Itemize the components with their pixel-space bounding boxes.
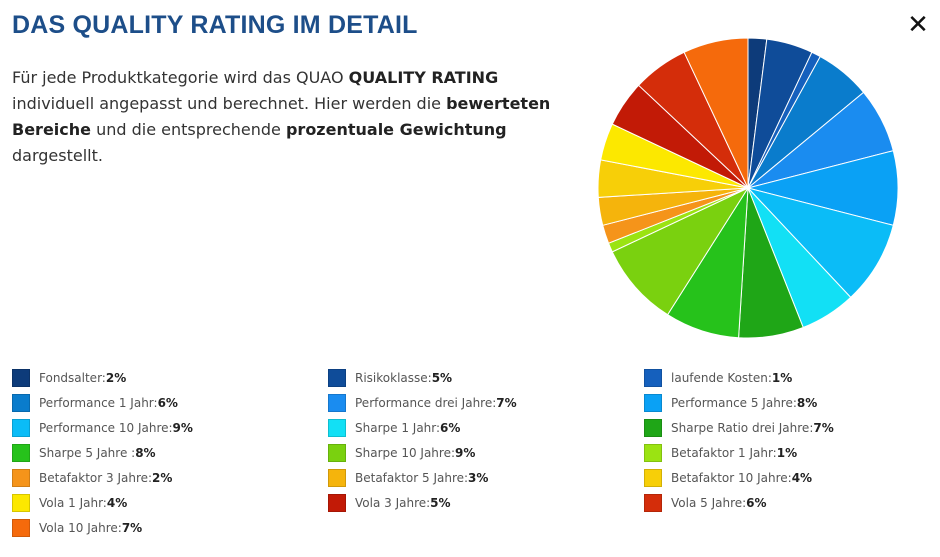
legend-item: Sharpe 1 Jahr: 6%	[328, 418, 460, 438]
page-title: DAS QUALITY RATING IM DETAIL	[12, 11, 418, 39]
legend-item: Performance 1 Jahr: 6%	[12, 393, 178, 413]
pie-slice	[746, 187, 894, 299]
legend-label: Betafaktor 3 Jahre:	[39, 471, 153, 485]
legend-item: Sharpe 5 Jahre : 8%	[12, 443, 156, 463]
legend-swatch	[12, 494, 30, 512]
legend-item: Performance drei Jahre: 7%	[328, 393, 517, 413]
legend-label: Vola 1 Jahr:	[39, 496, 107, 510]
legend-percent: 3%	[468, 471, 489, 485]
legend-percent: 2%	[152, 471, 173, 485]
legend-label: Vola 5 Jahre:	[671, 496, 747, 510]
legend-swatch	[644, 444, 662, 462]
legend-swatch	[328, 494, 346, 512]
legend-percent: 6%	[746, 496, 767, 510]
legend-percent: 9%	[455, 446, 476, 460]
legend-label: Sharpe 10 Jahre:	[355, 446, 456, 460]
legend-swatch	[328, 369, 346, 387]
intro-text-part: Für jede Produktkategorie wird das QUAO	[12, 68, 349, 87]
legend-swatch	[328, 394, 346, 412]
legend-item: Betafaktor 1 Jahr: 1%	[644, 443, 797, 463]
legend-swatch	[644, 419, 662, 437]
legend-item: Sharpe 10 Jahre: 9%	[328, 443, 475, 463]
legend-percent: 8%	[796, 396, 818, 410]
intro-text-part: und die entsprechende	[91, 120, 286, 139]
legend-percent: 6%	[440, 421, 461, 435]
legend-item: Vola 1 Jahr: 4%	[12, 493, 127, 513]
legend-label: Performance 5 Jahre:	[671, 396, 797, 410]
intro-text-part: individuell angepasst und berechnet. Hie…	[12, 94, 447, 113]
legend-label: Fondsalter:	[39, 371, 106, 385]
legend-label: Performance 10 Jahre:	[39, 421, 173, 435]
legend-item: Sharpe Ratio drei Jahre: 7%	[644, 418, 834, 438]
intro-text-part: dargestellt.	[12, 146, 103, 165]
legend-item: Betafaktor 3 Jahre: 2%	[12, 468, 172, 488]
legend-label: Performance drei Jahre:	[355, 396, 497, 410]
legend-swatch	[644, 469, 662, 487]
legend-label: Vola 3 Jahre:	[355, 496, 431, 510]
legend-item: Fondsalter: 2%	[12, 368, 126, 388]
legend-item: Risikoklasse: 5%	[328, 368, 452, 388]
chart-legend: Fondsalter: 2% Risikoklasse: 5% laufende K…	[12, 368, 932, 548]
legend-swatch	[328, 444, 346, 462]
legend-percent: 4%	[791, 471, 813, 485]
legend-label: Betafaktor 5 Jahre:	[355, 471, 469, 485]
pie-chart	[597, 37, 899, 339]
legend-swatch	[328, 419, 346, 437]
intro-bold-quality-rating: QUALITY RATING	[348, 68, 499, 87]
legend-label: Vola 10 Jahre:	[39, 521, 122, 535]
legend-item: Betafaktor 5 Jahre: 3%	[328, 468, 488, 488]
close-icon[interactable]: ✕	[907, 10, 929, 40]
legend-swatch	[12, 469, 30, 487]
legend-percent: 8%	[135, 446, 156, 460]
legend-swatch	[12, 419, 30, 437]
intro-bold-gewichtung: prozentuale Gewichtung	[285, 120, 507, 139]
legend-label: Sharpe 5 Jahre :	[39, 446, 136, 460]
legend-swatch	[12, 394, 30, 412]
legend-swatch	[644, 394, 662, 412]
legend-percent: 1%	[771, 371, 793, 385]
legend-percent: 5%	[430, 496, 451, 510]
legend-swatch	[12, 444, 30, 462]
legend-label: Sharpe 1 Jahr:	[355, 421, 441, 435]
legend-label: Betafaktor 10 Jahre:	[671, 471, 792, 485]
legend-label: Risikoklasse:	[355, 371, 432, 385]
legend-percent: 9%	[172, 421, 193, 435]
legend-item: Performance 5 Jahre: 8%	[644, 393, 817, 413]
intro-text: Für jede Produktkategorie wird das QUAO …	[12, 65, 572, 169]
pie-slice	[611, 186, 750, 316]
legend-label: Betafaktor 1 Jahr:	[671, 446, 777, 460]
legend-label: Sharpe Ratio drei Jahre:	[671, 421, 814, 435]
legend-item: Vola 10 Jahre: 7%	[12, 518, 142, 538]
legend-swatch	[12, 519, 30, 537]
legend-label: Performance 1 Jahr:	[39, 396, 158, 410]
legend-percent: 5%	[431, 371, 453, 385]
legend-item: Vola 5 Jahre: 6%	[644, 493, 767, 513]
legend-percent: 7%	[496, 396, 517, 410]
legend-swatch	[328, 469, 346, 487]
legend-item: Betafaktor 10 Jahre: 4%	[644, 468, 812, 488]
intro-bold-bereiche: bewerteten Bereiche	[12, 94, 551, 139]
pie-slice	[683, 37, 749, 189]
legend-swatch	[644, 369, 662, 387]
legend-item: laufende Kosten: 1%	[644, 368, 792, 388]
legend-percent: 2%	[105, 371, 127, 385]
legend-swatch	[644, 494, 662, 512]
legend-percent: 7%	[813, 421, 834, 435]
legend-percent: 7%	[121, 521, 143, 535]
legend-item: Performance 10 Jahre: 9%	[12, 418, 193, 438]
legend-percent: 1%	[776, 446, 798, 460]
legend-item: Vola 3 Jahre: 5%	[328, 493, 451, 513]
legend-label: laufende Kosten:	[671, 371, 772, 385]
legend-percent: 4%	[106, 496, 128, 510]
legend-swatch	[12, 369, 30, 387]
legend-percent: 6%	[157, 396, 178, 410]
